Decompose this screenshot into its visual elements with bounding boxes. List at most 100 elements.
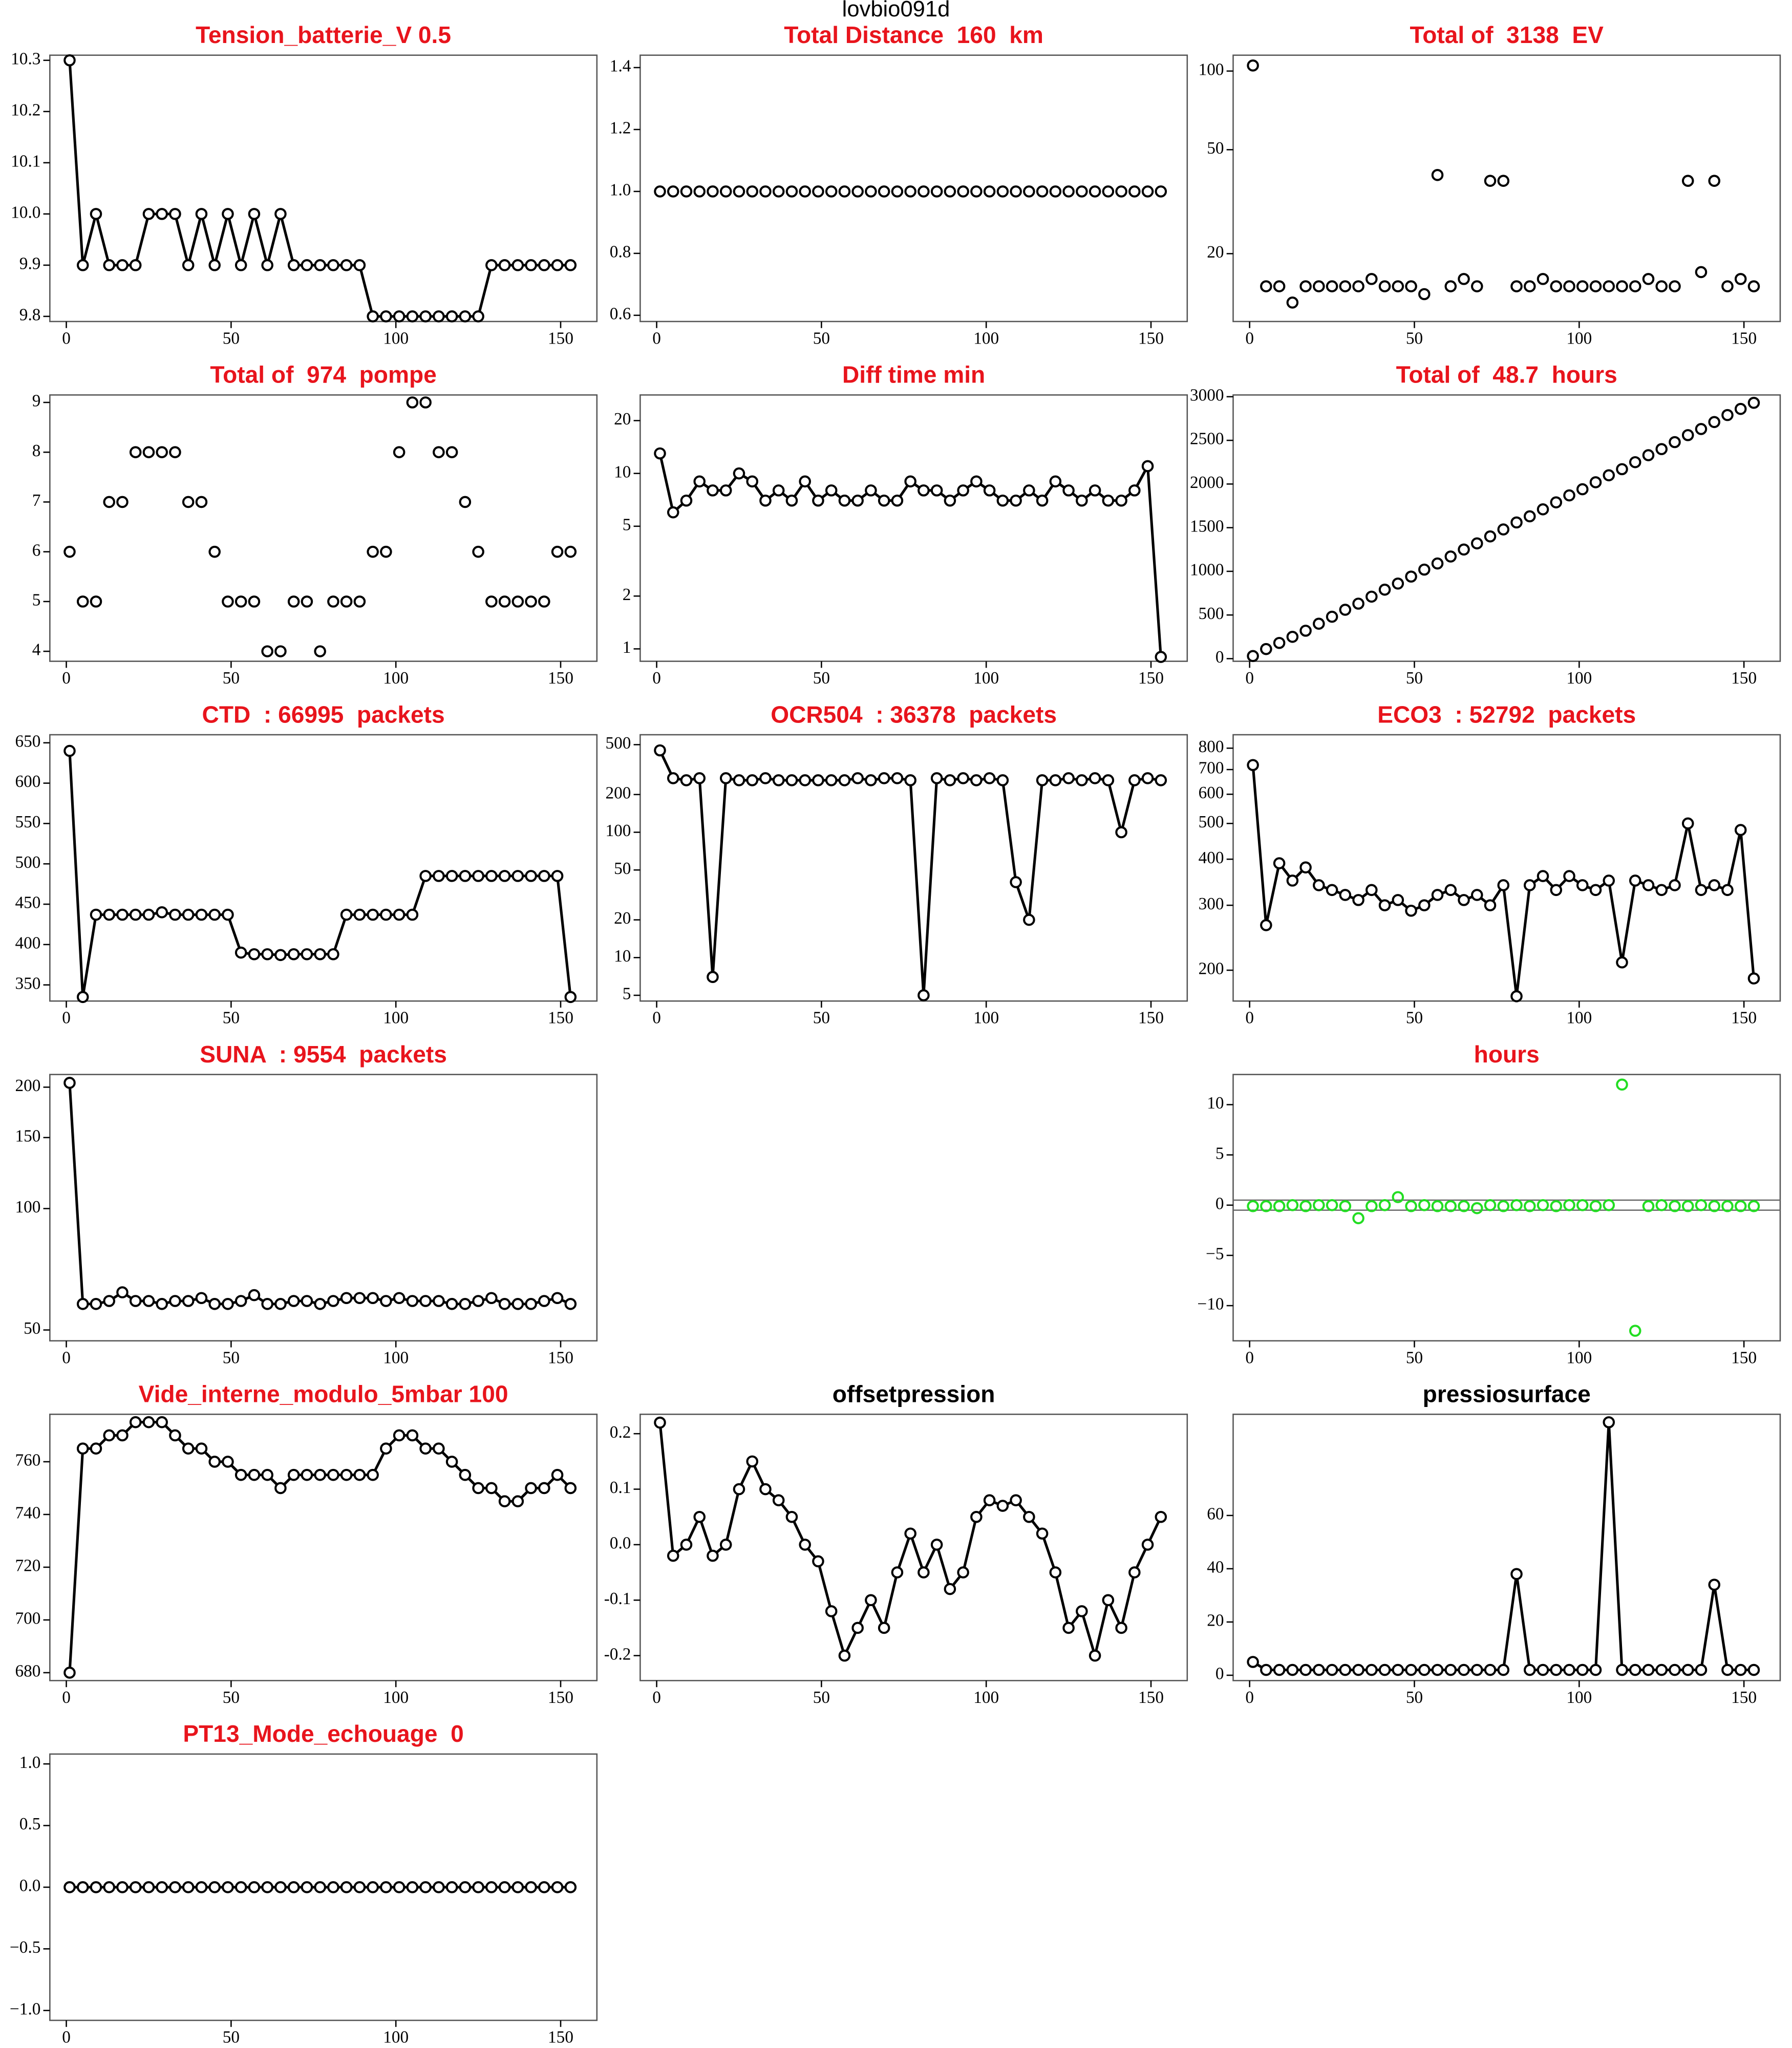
data-point: [693, 1510, 706, 1523]
data-point: [1128, 185, 1141, 198]
y-tick-label: 100: [15, 1198, 40, 1217]
data-point: [838, 774, 851, 786]
data-point: [1128, 1566, 1141, 1578]
data-point: [301, 595, 313, 608]
y-tick-label: 550: [15, 813, 40, 831]
x-tick-label: 0: [652, 1009, 661, 1028]
data-point: [1378, 899, 1391, 911]
data-point: [1299, 1200, 1312, 1212]
x-tick-label: 100: [973, 1009, 999, 1028]
data-point: [340, 1881, 353, 1893]
data-point: [1497, 879, 1510, 891]
data-point: [970, 774, 983, 786]
x-tick-label: 50: [1406, 669, 1423, 688]
data-point: [1563, 870, 1575, 882]
x-tick-label: 0: [62, 2028, 71, 2047]
data-point: [1405, 904, 1417, 917]
x-tick-label: 100: [383, 1688, 409, 1707]
data-point: [1655, 1199, 1668, 1211]
data-point: [103, 259, 116, 271]
data-point: [274, 1482, 287, 1495]
data-point: [865, 1594, 877, 1607]
data-point: [1734, 1200, 1747, 1212]
x-tick-label: 0: [1245, 329, 1254, 348]
data-point: [918, 484, 930, 497]
data-point: [1616, 956, 1628, 969]
data-point: [1589, 280, 1602, 292]
data-point: [957, 772, 969, 784]
data-point: [1141, 772, 1154, 784]
data-point: [865, 484, 877, 497]
data-point: [983, 772, 996, 784]
y-tick-label: −0.5: [10, 1938, 40, 1957]
data-point: [551, 259, 564, 271]
data-point: [1484, 1199, 1497, 1211]
data-point: [340, 1292, 353, 1305]
data-point: [1260, 280, 1272, 292]
data-point: [680, 774, 693, 786]
data-point: [485, 1881, 498, 1893]
data-point: [1510, 990, 1523, 1002]
data-point: [1523, 1200, 1536, 1212]
x-tick-label: 50: [813, 329, 830, 348]
y-tick-label: 0: [1215, 648, 1224, 667]
data-point: [1629, 1663, 1641, 1676]
data-point: [433, 1442, 445, 1455]
data-point: [1629, 1325, 1641, 1337]
x-tick-label: 150: [1138, 669, 1164, 688]
y-tick-label: 150: [15, 1126, 40, 1145]
data-point: [667, 772, 679, 784]
data-point: [90, 1881, 102, 1893]
data-point: [1444, 884, 1457, 897]
x-tick-label: 50: [223, 329, 240, 348]
data-point: [169, 1881, 181, 1893]
panel-title: Total of 3138 EV: [1410, 22, 1604, 48]
y-tick-label: 100: [605, 821, 631, 840]
data-point: [1247, 59, 1259, 72]
data-point: [1669, 1200, 1681, 1212]
data-point: [234, 1881, 247, 1893]
x-tick-label: 50: [1406, 1009, 1423, 1028]
x-tick-label: 50: [223, 2028, 240, 2047]
data-point: [772, 484, 785, 497]
data-point: [301, 1881, 313, 1893]
data-point: [90, 908, 102, 921]
data-point: [1392, 280, 1404, 292]
y-tick-label: 0: [1215, 1194, 1224, 1213]
y-tick-label: 600: [15, 772, 40, 791]
y-tick-label: 500: [1199, 604, 1224, 623]
data-point: [195, 1442, 208, 1455]
data-point: [314, 1881, 326, 1893]
data-point: [129, 1295, 142, 1307]
data-point: [472, 310, 484, 323]
data-point: [538, 259, 550, 271]
x-tick-label: 150: [1138, 1009, 1164, 1028]
data-point: [1273, 1200, 1286, 1212]
data-point: [1049, 774, 1062, 786]
data-point: [353, 908, 366, 921]
data-point: [996, 774, 1009, 786]
data-point: [261, 1881, 273, 1893]
data-point: [380, 1881, 392, 1893]
data-point: [406, 1295, 419, 1307]
data-point: [564, 1482, 577, 1495]
data-point: [1484, 530, 1497, 543]
data-point: [1339, 889, 1352, 901]
data-point: [1629, 456, 1641, 468]
data-point: [944, 185, 956, 198]
data-point: [498, 595, 511, 608]
data-point: [314, 645, 326, 657]
data-point: [90, 595, 102, 608]
data-point: [1471, 1663, 1483, 1676]
data-point: [785, 185, 798, 198]
data-point: [419, 1442, 432, 1455]
data-point: [472, 545, 484, 558]
data-point: [103, 1295, 116, 1307]
data-point: [1708, 1578, 1720, 1591]
x-tick-label: 0: [62, 669, 71, 688]
data-point: [693, 185, 706, 198]
x-tick-label: 0: [62, 1009, 71, 1028]
data-point: [891, 494, 904, 507]
data-point: [1036, 1527, 1049, 1540]
data-point: [667, 1549, 679, 1562]
